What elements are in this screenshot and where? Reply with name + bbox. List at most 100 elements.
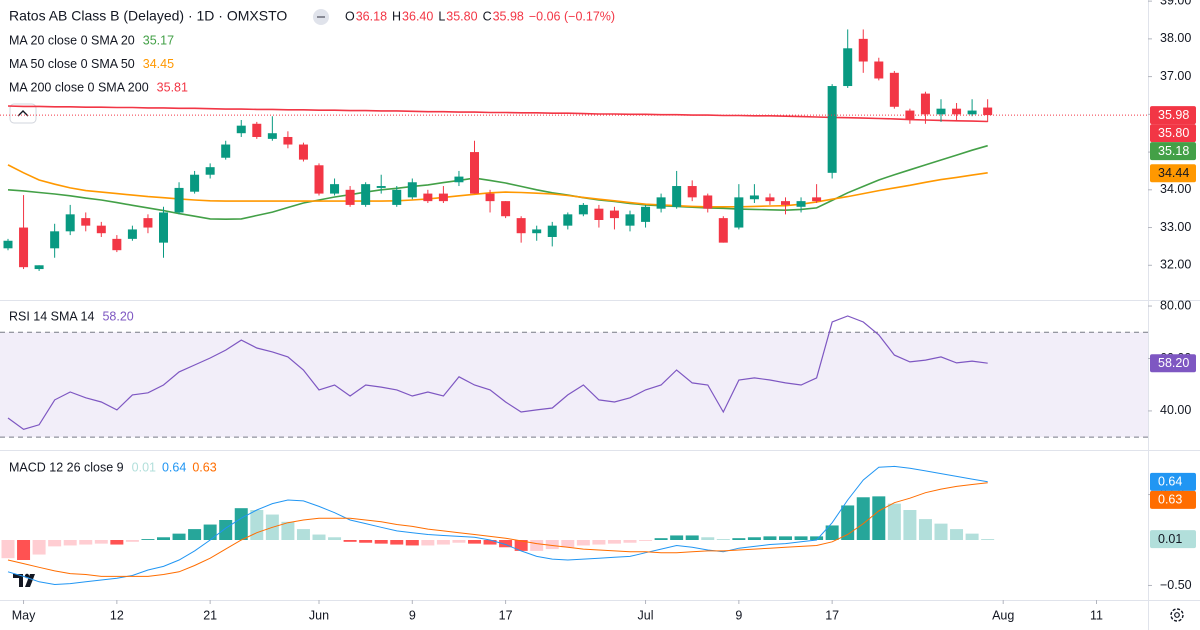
histogram-bar [48, 540, 62, 547]
histogram-bar [125, 540, 139, 542]
histogram-bar [281, 521, 295, 540]
ohlc-key: O [345, 9, 355, 23]
candle-body [143, 218, 153, 228]
histogram-bar [639, 540, 653, 541]
histogram-bar [110, 540, 124, 545]
candle-body [423, 193, 433, 202]
x-tick-label: Aug [992, 608, 1014, 622]
histogram-bar [157, 537, 170, 540]
candle-body [781, 201, 790, 205]
price-label-box [1150, 490, 1196, 509]
ohlc-key: H [392, 9, 401, 23]
candle-body [65, 214, 75, 232]
candle-body [501, 201, 511, 217]
histogram-bar [328, 537, 342, 540]
ma-line [7, 144, 988, 221]
candle-body [967, 110, 977, 115]
ohlc-value: 36.18 [356, 9, 387, 23]
gear-outer[interactable] [1170, 608, 1184, 622]
candle-body [983, 107, 993, 116]
collapse-box[interactable] [9, 103, 37, 124]
ma-line [7, 164, 988, 208]
histogram-bar [94, 540, 108, 544]
candle-body [920, 93, 930, 115]
histogram-bar [514, 540, 528, 551]
price-label-box [1150, 530, 1196, 549]
histogram-bar [172, 533, 186, 540]
candle-body [578, 204, 588, 215]
candle-body [734, 197, 744, 228]
histogram-bar [79, 540, 93, 545]
candle-body [34, 265, 44, 270]
x-tick-label: 9 [409, 608, 416, 622]
candle-body [314, 165, 324, 194]
candle-body [407, 182, 417, 198]
candle-body [267, 133, 277, 139]
candle-body [127, 229, 137, 239]
candle-body [221, 144, 231, 158]
histogram-bar [530, 540, 544, 551]
candle-body [594, 208, 604, 220]
histogram-bar [499, 540, 513, 548]
ma-line [7, 105, 988, 123]
y-tick-label: 32.00 [1160, 258, 1191, 272]
candle-body [703, 195, 713, 209]
histogram-bar [141, 539, 155, 540]
histogram-bar [63, 540, 77, 546]
y-tick-label: 40.00 [1160, 403, 1191, 417]
histogram-bar [685, 535, 699, 540]
histogram-bar [1, 540, 15, 559]
candle-body [641, 206, 651, 222]
collapse-button[interactable] [9, 103, 37, 124]
candle-body [796, 201, 806, 207]
histogram-bar [607, 540, 621, 544]
histogram-bar [592, 540, 606, 545]
candle-body [812, 197, 822, 202]
histogram-bar [623, 540, 637, 543]
price-label: 35.98 [1158, 108, 1189, 122]
legend-name: MA 20 close 0 SMA 20 [9, 33, 135, 47]
histogram-bar [436, 540, 450, 545]
candle-body [952, 108, 962, 115]
collapse-chevron [17, 110, 29, 117]
x-tick-label: May [12, 608, 36, 622]
logo[interactable] [13, 573, 35, 587]
histogram-bar [950, 529, 964, 540]
price-label-box [1150, 164, 1196, 183]
legend-value: 0.64 [162, 460, 186, 474]
x-tick-label: 17 [825, 608, 839, 622]
candle-body [858, 38, 868, 62]
y-tick-label: 38.00 [1160, 31, 1191, 45]
candle-body [936, 108, 946, 115]
chart-title: Ratos AB Class B (Delayed) · 1D · OMXSTO [9, 8, 287, 24]
histogram-bar [887, 503, 901, 540]
histogram-bar [934, 523, 948, 540]
histogram-bar [670, 535, 684, 540]
histogram-bar [343, 540, 357, 542]
visibility-toggle[interactable] [313, 9, 329, 25]
histogram-bar [903, 510, 917, 540]
settings-icon[interactable] [1170, 608, 1184, 622]
candle-body [190, 174, 200, 192]
candle-body [50, 231, 60, 249]
candle-body [563, 214, 573, 226]
candle-body [485, 193, 495, 202]
logo-part [13, 574, 23, 587]
histogram-bar [779, 536, 792, 540]
candle-body [516, 218, 526, 234]
price-label: 35.80 [1158, 126, 1189, 140]
candle-body [438, 193, 448, 202]
price-label: 58.20 [1158, 356, 1189, 370]
histogram-bar [468, 540, 481, 544]
change: −0.06 (−0.17%) [529, 9, 615, 23]
histogram-bar [872, 496, 886, 540]
legend-value: 0.63 [192, 460, 216, 474]
histogram-bar [716, 539, 730, 540]
candle-body [345, 189, 355, 205]
candle-body [532, 229, 542, 234]
x-tick-label: 12 [110, 608, 124, 622]
histogram-bar [747, 537, 761, 540]
price-label-box [1150, 124, 1196, 143]
price-label-box [1150, 106, 1196, 125]
price-label: 0.64 [1158, 475, 1182, 489]
